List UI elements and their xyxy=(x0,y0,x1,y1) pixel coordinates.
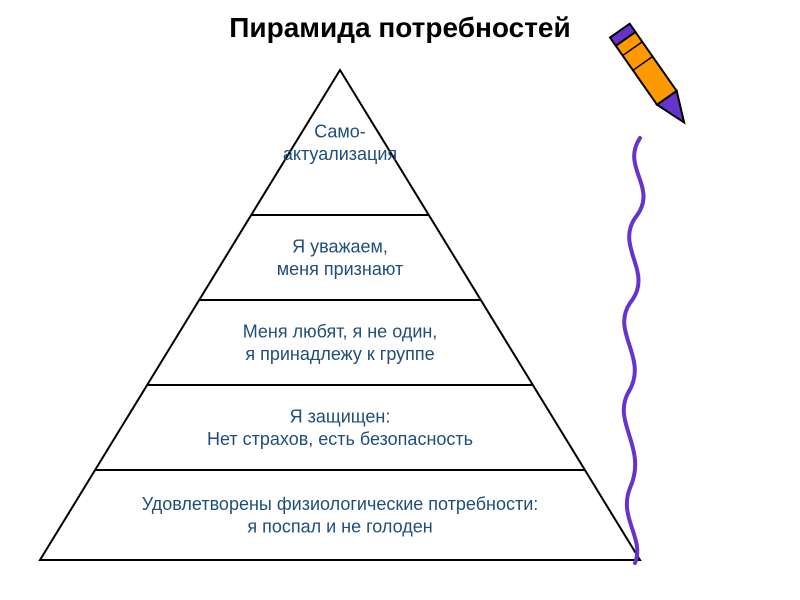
pyramid-diagram: Само-актуализация Я уважаем,меня признают… xyxy=(30,60,650,580)
svg-text:я принадлежу к группе: я принадлежу к группе xyxy=(245,344,434,364)
svg-text:Меня любят, я не один,: Меня любят, я не один, xyxy=(243,322,438,342)
svg-text:Я уважаем,: Я уважаем, xyxy=(292,237,388,257)
svg-text:Нет страхов, есть безопасность: Нет страхов, есть безопасность xyxy=(207,429,473,449)
svg-text:Я защищен:: Я защищен: xyxy=(290,407,391,427)
svg-text:Само-: Само- xyxy=(314,122,366,142)
svg-text:актуализация: актуализация xyxy=(283,144,397,164)
page-title: Пирамида потребностей xyxy=(229,12,570,44)
title-text: Пирамида потребностей xyxy=(229,12,570,43)
crayon-svg xyxy=(590,18,730,578)
crayon-decoration xyxy=(590,18,730,578)
svg-text:Удовлетворены физиологические: Удовлетворены физиологические потребност… xyxy=(142,494,539,514)
svg-text:я поспал и не голоден: я поспал и не голоден xyxy=(247,517,432,537)
svg-text:меня признают: меня признают xyxy=(277,259,403,279)
pyramid-svg: Само-актуализация Я уважаем,меня признают… xyxy=(30,60,650,580)
